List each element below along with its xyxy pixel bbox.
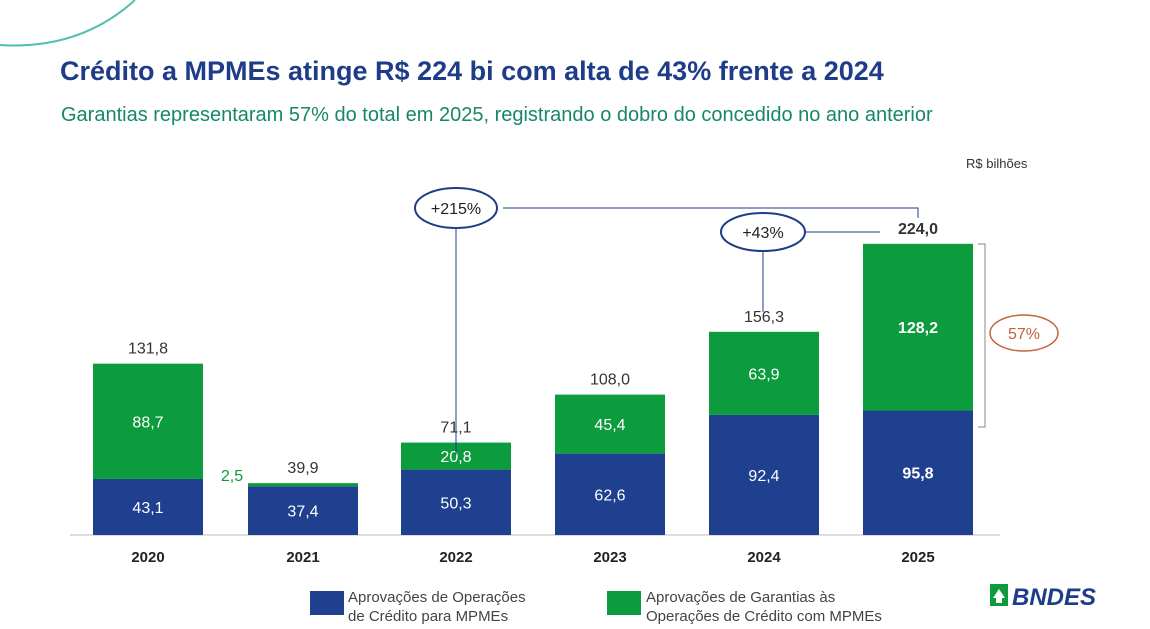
- bracket: [978, 243, 986, 428]
- data-label: 2,5: [221, 468, 243, 485]
- data-label: 63,9: [748, 366, 779, 383]
- bar-credit-2022: [401, 469, 511, 535]
- data-label: 50,3: [440, 495, 471, 512]
- total-label: 39,9: [287, 460, 318, 477]
- x-tick-label: 2025: [901, 549, 934, 566]
- unit-label: R$ bilhões: [966, 156, 1028, 171]
- legend-guarantee: Aprovações de Garantias às Operações de C…: [646, 589, 882, 625]
- legend-swatch-guarantee: [607, 591, 641, 615]
- data-label: 20,8: [440, 449, 471, 466]
- data-label: 95,8: [902, 466, 933, 483]
- bndes-logo: BNDES: [990, 584, 1096, 610]
- bar-credit-2020: [93, 478, 203, 535]
- connector-line: [503, 207, 919, 218]
- bar-guarantee-2023: [555, 394, 665, 454]
- total-label: 108,0: [590, 372, 630, 389]
- x-tick-label: 2022: [439, 549, 472, 566]
- data-label: 45,4: [594, 417, 625, 434]
- legend-swatch-credit: [310, 591, 344, 615]
- data-label: 88,7: [132, 414, 163, 431]
- annotation-label: 57%: [1008, 326, 1040, 343]
- data-label: 62,6: [594, 487, 625, 504]
- svg-text:BNDES: BNDES: [1012, 584, 1096, 610]
- page-subtitle: Garantias representaram 57% do total em …: [61, 104, 933, 126]
- legend-credit: Aprovações de Operações de Crédito para M…: [348, 589, 526, 625]
- total-label: 156,3: [744, 309, 784, 326]
- growth-ellipse: [414, 187, 498, 229]
- bar-guarantee-2024: [709, 331, 819, 415]
- annotation-label: +43%: [742, 225, 783, 242]
- share-ellipse: [989, 314, 1059, 352]
- x-tick-label: 2024: [747, 549, 781, 566]
- bar-guarantee-2021: [248, 483, 358, 487]
- x-tick-label: 2021: [286, 549, 319, 566]
- bar-guarantee-2020: [93, 363, 203, 479]
- data-label: 43,1: [132, 500, 163, 517]
- x-tick-label: 2023: [593, 549, 626, 566]
- growth-ellipse: [720, 212, 806, 252]
- bar-credit-2023: [555, 453, 665, 535]
- page-title: Crédito a MPMEs atinge R$ 224 bi com alt…: [60, 56, 884, 86]
- data-label: 128,2: [898, 320, 938, 337]
- bar-guarantee-2025: [863, 243, 973, 411]
- data-label: 37,4: [287, 504, 318, 521]
- total-label: 131,8: [128, 341, 168, 358]
- bar-credit-2025: [863, 410, 973, 535]
- data-label: 92,4: [748, 468, 779, 485]
- bar-credit-2021: [248, 486, 358, 535]
- annotation-label: +215%: [431, 201, 481, 218]
- bar-credit-2024: [709, 414, 819, 535]
- total-label: 224,0: [898, 221, 938, 238]
- x-tick-label: 2020: [131, 549, 164, 566]
